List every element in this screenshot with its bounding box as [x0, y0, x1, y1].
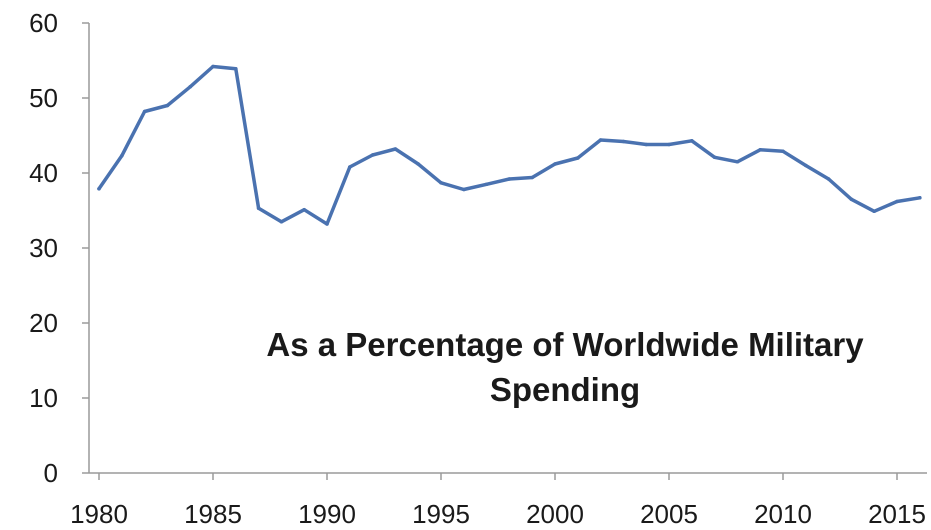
data-point: [598, 138, 603, 142]
data-point: [804, 163, 808, 168]
data-point: [302, 207, 307, 212]
x-tick-label: 2015: [868, 499, 926, 529]
data-point: [120, 153, 124, 158]
data-point: [553, 162, 557, 166]
y-tick-label: 20: [29, 308, 58, 338]
data-point: [439, 180, 443, 185]
data-point: [576, 156, 580, 160]
data-point: [849, 197, 854, 202]
chart-annotation-line-2: Spending: [490, 371, 640, 408]
data-point: [188, 84, 192, 89]
data-point: [142, 109, 147, 114]
data-point: [97, 186, 101, 191]
y-tick-label: 0: [44, 458, 58, 488]
data-point: [484, 182, 489, 187]
data-point: [211, 64, 215, 69]
data-point: [462, 187, 466, 192]
x-tick-label: 2010: [754, 499, 812, 529]
data-point: [325, 222, 329, 226]
y-tick-label: 40: [29, 158, 58, 188]
y-tick-label: 10: [29, 383, 58, 413]
data-point: [393, 147, 398, 151]
series-line: [97, 64, 922, 226]
data-point: [758, 147, 762, 152]
y-tick-label: 50: [29, 83, 58, 113]
x-tick-label: 2005: [640, 499, 698, 529]
data-point: [621, 139, 626, 144]
data-point: [644, 142, 648, 147]
x-tick-label: 1985: [184, 499, 242, 529]
data-point: [530, 175, 534, 180]
data-point: [279, 219, 284, 224]
data-point: [826, 177, 831, 181]
data-point: [735, 159, 740, 164]
data-point: [872, 209, 876, 214]
x-tick-label: 1995: [412, 499, 470, 529]
data-point: [507, 177, 512, 181]
data-point: [781, 149, 785, 154]
data-point: [416, 162, 421, 166]
data-point: [348, 165, 352, 169]
data-point: [690, 138, 694, 143]
y-tick-label: 60: [29, 8, 58, 38]
data-point: [918, 195, 922, 200]
x-tick-label: 1990: [298, 499, 356, 529]
x-tick-label: 2000: [526, 499, 584, 529]
data-point: [667, 142, 671, 147]
data-point: [895, 199, 899, 204]
chart-annotation-line-1: As a Percentage of Worldwide Military: [266, 326, 864, 363]
data-point: [256, 206, 261, 211]
x-tick-label: 1980: [70, 499, 128, 529]
y-axis: 0 10 20 30 40 50 60: [29, 8, 90, 488]
data-point: [712, 155, 717, 160]
y-tick-label: 30: [29, 233, 58, 263]
data-point: [234, 66, 238, 71]
data-point: [370, 153, 375, 157]
data-point: [165, 103, 170, 108]
x-axis: 1980 1985 1990 1995 2000 2005 2010 2015: [70, 472, 927, 529]
